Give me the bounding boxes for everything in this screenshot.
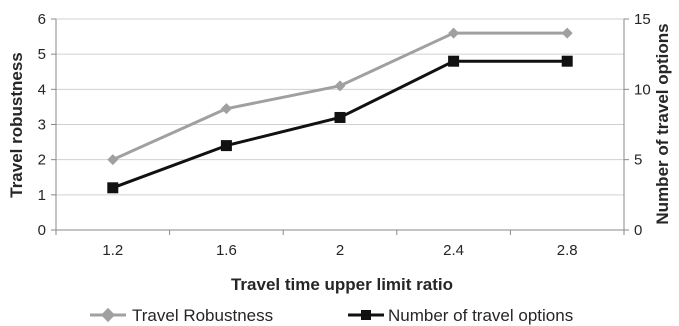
left-y-tick-label: 5 bbox=[38, 46, 46, 63]
right-y-tick-labels: 0 5 10 15 bbox=[634, 11, 651, 239]
x-tick-label: 2 bbox=[336, 242, 344, 259]
data-point-number-of-travel-options bbox=[220, 140, 232, 152]
right-y-tick-label: 10 bbox=[634, 81, 651, 98]
right-y-tick-label: 5 bbox=[634, 152, 642, 169]
x-tick-label: 1.2 bbox=[102, 242, 123, 259]
x-tick-label: 2.8 bbox=[557, 242, 578, 259]
series-layer bbox=[107, 27, 573, 194]
legend: Travel Robustness Number of travel optio… bbox=[90, 306, 573, 325]
x-tick-label: 1.6 bbox=[216, 242, 237, 259]
x-tick-label: 2.4 bbox=[443, 242, 464, 259]
left-y-axis-title: Travel robustness bbox=[7, 52, 26, 198]
x-tick-labels: 1.2 1.6 2 2.4 2.8 bbox=[102, 242, 577, 259]
data-point-number-of-travel-options bbox=[448, 55, 460, 67]
data-point-travel-robustness bbox=[561, 27, 573, 39]
left-y-tick-labels: 0 1 2 3 4 5 6 bbox=[38, 11, 46, 239]
data-point-travel-robustness bbox=[448, 27, 460, 39]
data-point-travel-robustness bbox=[220, 103, 232, 115]
data-point-travel-robustness bbox=[334, 80, 346, 92]
left-y-tick-label: 2 bbox=[38, 152, 46, 169]
grid-lines bbox=[56, 18, 624, 196]
legend-item-number-of-travel-options: Number of travel options bbox=[348, 306, 573, 325]
legend-swatch-marker bbox=[100, 307, 116, 323]
axes bbox=[51, 18, 629, 235]
left-y-tick-label: 1 bbox=[38, 187, 46, 204]
data-point-number-of-travel-options bbox=[561, 55, 573, 67]
x-axis-title: Travel time upper limit ratio bbox=[231, 275, 453, 294]
right-y-axis-title: Number of travel options bbox=[653, 23, 672, 224]
data-point-number-of-travel-options bbox=[334, 111, 346, 123]
left-y-tick-label: 3 bbox=[38, 117, 46, 134]
legend-label-travel-robustness: Travel Robustness bbox=[132, 306, 273, 325]
legend-item-travel-robustness: Travel Robustness bbox=[90, 306, 273, 325]
data-point-number-of-travel-options bbox=[107, 182, 119, 194]
left-y-tick-label: 6 bbox=[38, 11, 46, 28]
data-point-travel-robustness bbox=[107, 154, 119, 166]
left-y-tick-label: 0 bbox=[38, 222, 46, 239]
legend-label-number-of-travel-options: Number of travel options bbox=[388, 306, 573, 325]
series-line-travel-robustness bbox=[112, 31, 568, 162]
right-y-tick-label: 15 bbox=[634, 11, 651, 28]
right-y-tick-label: 0 bbox=[634, 222, 642, 239]
legend-swatch-marker bbox=[361, 310, 371, 320]
left-y-tick-label: 4 bbox=[38, 81, 46, 98]
